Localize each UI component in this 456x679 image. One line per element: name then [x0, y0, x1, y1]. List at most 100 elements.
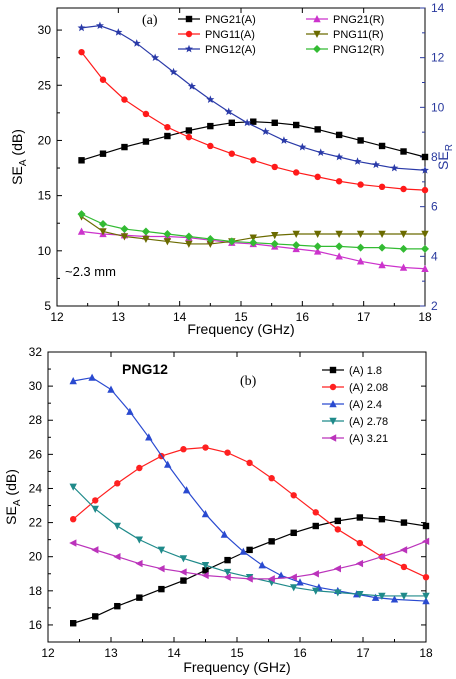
series-a-2-78: [69, 483, 430, 600]
legend-label: PNG12(R): [333, 44, 384, 56]
x-tick-label: 12: [50, 310, 64, 324]
data-point: [185, 240, 193, 248]
data-point: [69, 377, 77, 385]
legend-label: (A) 2.78: [349, 416, 388, 428]
y-tick-label: 18: [29, 584, 43, 598]
panel-a-right-axis: 2 4 6 8 10 12 14: [420, 1, 445, 313]
panel-b-title: PNG12: [122, 361, 168, 377]
data-point: [356, 514, 364, 521]
data-point: [228, 119, 235, 126]
data-point: [421, 230, 429, 238]
data-point: [113, 522, 121, 530]
legend-marker: [313, 45, 321, 53]
data-point: [378, 515, 386, 523]
data-point: [400, 185, 407, 193]
data-point: [227, 237, 236, 246]
data-point: [334, 526, 341, 533]
data-point: [378, 261, 386, 269]
legend-entry: (A) 1.8: [322, 365, 382, 377]
legend-marker: [313, 15, 321, 23]
data-point: [121, 96, 128, 103]
x-tick-label: 14: [167, 646, 181, 660]
data-point: [77, 210, 86, 219]
data-point: [206, 95, 215, 104]
data-point: [141, 227, 150, 236]
data-point: [421, 166, 429, 174]
data-point: [220, 530, 229, 538]
data-point: [145, 433, 153, 441]
y-tick-label: 26: [29, 447, 43, 461]
data-point: [224, 449, 231, 456]
y-tick-label: 5: [44, 299, 51, 313]
data-point: [114, 602, 121, 610]
data-point: [356, 243, 365, 252]
data-point: [313, 230, 322, 238]
data-point: [399, 230, 408, 238]
data-point: [158, 585, 165, 593]
data-point: [371, 160, 380, 169]
data-point: [136, 594, 143, 601]
legend-marker: [313, 30, 321, 38]
legend-marker: [329, 366, 337, 374]
y-tick-label: 30: [38, 23, 52, 37]
data-point: [289, 573, 297, 581]
data-point: [268, 538, 275, 545]
data-point: [88, 373, 96, 381]
data-point: [179, 568, 187, 576]
data-point: [270, 239, 279, 248]
data-point: [239, 547, 247, 555]
legend-label: (A) 1.8: [349, 365, 382, 377]
data-point: [377, 553, 386, 561]
data-point: [378, 183, 386, 190]
data-point: [399, 244, 408, 253]
data-point: [99, 150, 107, 157]
panel-b-plot-frame: [47, 351, 427, 643]
data-point: [135, 559, 143, 568]
data-point: [378, 243, 387, 252]
series-png21-a: [78, 118, 429, 164]
legend-marker: [185, 15, 193, 23]
y2-tick-label: 6: [431, 200, 438, 214]
panel-a: 12 13 14 15 16 17 18 5 10 15 20 25 30 2 4 6 8 10 12 14 Fr…: [9, 1, 455, 337]
series-line: [72, 446, 427, 578]
data-point: [95, 21, 104, 30]
data-point: [258, 561, 266, 569]
data-point: [187, 82, 196, 90]
data-point: [422, 537, 430, 546]
data-point: [249, 234, 257, 242]
x-tick-label: 13: [104, 646, 118, 660]
legend-entry: (A) 3.21: [322, 433, 388, 445]
series-a-1-8: [70, 514, 430, 627]
data-point: [378, 592, 386, 600]
data-point: [250, 157, 257, 164]
data-point: [249, 238, 258, 247]
panel-a-label: (a): [142, 13, 158, 28]
series-png12-r: [77, 210, 429, 253]
panel-a-series: [77, 21, 429, 272]
panel-a-right-axis-title: SER: [435, 144, 455, 170]
data-point: [114, 28, 123, 36]
data-point: [421, 153, 429, 161]
data-point: [399, 546, 408, 554]
series-line: [73, 376, 427, 602]
legend-label: PNG21(A): [205, 14, 256, 26]
series-a-2-08: [70, 444, 430, 581]
data-point: [92, 613, 99, 620]
y-tick-label: 20: [38, 133, 52, 147]
panel-b-label: (b): [240, 374, 257, 389]
data-point: [316, 148, 325, 156]
x-tick-label: 13: [112, 310, 126, 324]
legend-label: (A) 2.08: [349, 382, 388, 394]
data-point: [356, 591, 364, 599]
data-point: [185, 133, 193, 141]
y2-tick-label: 14: [431, 1, 445, 15]
data-point: [277, 571, 285, 579]
legend-entry: (A) 2.78: [322, 416, 388, 428]
data-point: [421, 186, 429, 194]
data-point: [246, 546, 253, 554]
data-point: [271, 163, 278, 171]
data-point: [400, 563, 408, 571]
data-point: [400, 592, 408, 600]
data-point: [422, 522, 430, 530]
data-point: [78, 48, 85, 56]
